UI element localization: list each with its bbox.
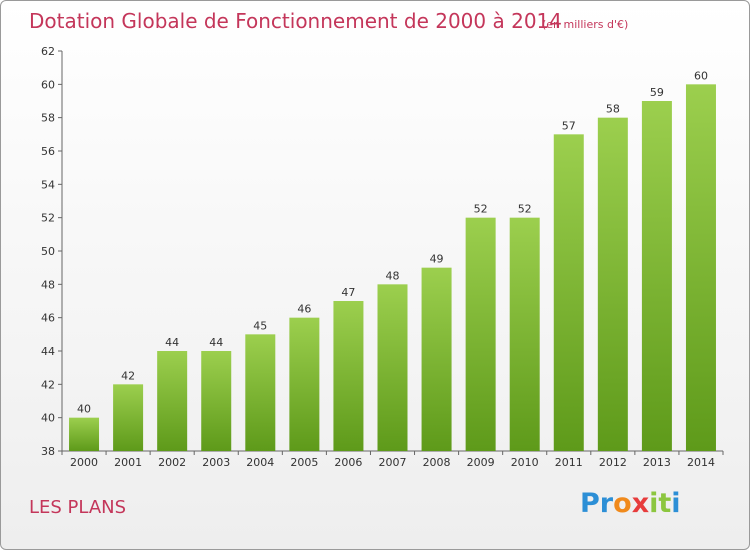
bar: [597, 117, 628, 452]
y-tick-label: 40: [41, 412, 55, 425]
logo-letter: i: [671, 488, 681, 519]
data-label: 42: [121, 369, 135, 382]
bar: [553, 134, 584, 452]
data-label: 52: [474, 203, 488, 216]
logo-letter: t: [658, 488, 672, 519]
bar: [377, 284, 408, 451]
axes: 38 40 42 44 46 48 50 52 54 56 58 60 62 2000 2001 2002 20…: [41, 45, 724, 469]
bar: [201, 351, 232, 451]
y-tick-label: 42: [41, 378, 55, 391]
x-tick-label: 2010: [511, 456, 539, 469]
y-tick-label: 52: [41, 212, 55, 225]
x-tick-label: 2009: [467, 456, 495, 469]
bar: [685, 84, 716, 451]
data-label: 47: [341, 286, 355, 299]
y-tick-label: 48: [41, 278, 55, 291]
logo-letter: r: [599, 488, 614, 519]
x-tick-label: 2007: [379, 456, 407, 469]
data-label: 49: [430, 253, 444, 266]
x-tick-label: 2002: [158, 456, 186, 469]
x-tick-label: 2008: [423, 456, 451, 469]
y-tick-label: 38: [41, 445, 55, 458]
x-tick-label: 2011: [555, 456, 583, 469]
logo-letter: P: [580, 488, 600, 519]
data-label: 40: [77, 403, 91, 416]
bar: [289, 317, 320, 451]
bar: [245, 334, 276, 451]
y-tick-label: 54: [41, 178, 55, 191]
data-label: 60: [694, 69, 708, 82]
y-tick-label: 46: [41, 312, 55, 325]
x-tick-label: 2013: [643, 456, 671, 469]
x-tick-label: 2001: [114, 456, 142, 469]
logo-letter: i: [649, 488, 659, 519]
x-tick-label: 2005: [290, 456, 318, 469]
data-label: 46: [297, 303, 311, 316]
bar: [641, 101, 672, 451]
proxiti-logo: Proxiti: [580, 488, 681, 519]
logo-letter: o: [613, 488, 632, 519]
data-label: 44: [209, 336, 223, 349]
y-tick-label: 62: [41, 45, 55, 58]
bars: [69, 84, 716, 452]
data-label: 45: [253, 319, 267, 332]
y-tick-label: 56: [41, 145, 55, 158]
chart-subtitle: (en milliers d'€): [542, 18, 629, 31]
y-tick-label: 50: [41, 245, 55, 258]
y-tick-label: 44: [41, 345, 55, 358]
x-tick-label: 2012: [599, 456, 627, 469]
data-label: 57: [562, 119, 576, 132]
y-tick-label: 58: [41, 112, 55, 125]
chart-title: Dotation Globale de Fonctionnement de 20…: [29, 9, 562, 33]
y-tick-label: 60: [41, 78, 55, 91]
x-tick-label: 2004: [246, 456, 274, 469]
x-tick-label: 2006: [334, 456, 362, 469]
x-tick-label: 2003: [202, 456, 230, 469]
data-label: 59: [650, 86, 664, 99]
bar: [157, 351, 188, 451]
data-label: 44: [165, 336, 179, 349]
bar: [465, 217, 496, 451]
bar: [69, 417, 100, 451]
bar: [113, 384, 144, 451]
data-label: 48: [386, 269, 400, 282]
data-label: 58: [606, 103, 620, 116]
data-label: 52: [518, 203, 532, 216]
x-tick-label: 2000: [70, 456, 98, 469]
bar: [333, 301, 364, 451]
bar: [421, 267, 452, 451]
logo-letter: x: [631, 488, 650, 519]
commune-name: LES PLANS: [29, 497, 127, 518]
x-tick-label: 2014: [687, 456, 715, 469]
bar: [509, 217, 540, 451]
value-labels: 40 42 44 44 45 46 47 48 49 52 52 57 58 59 60: [77, 69, 708, 415]
